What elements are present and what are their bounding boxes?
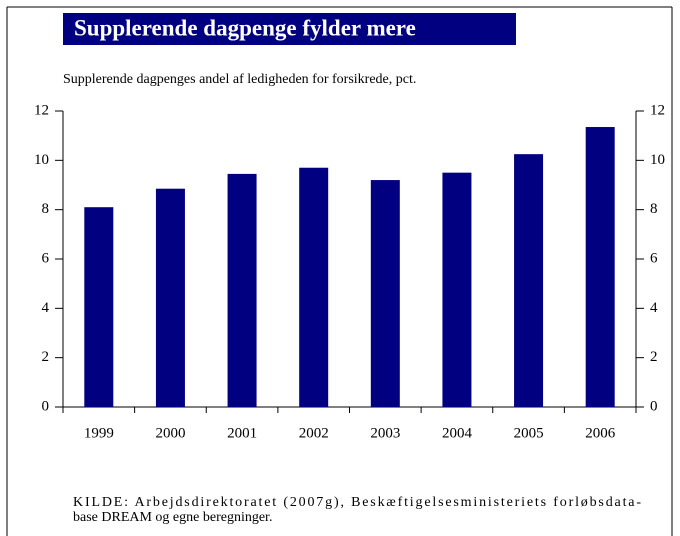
x-tick-label: 2002	[299, 425, 329, 441]
x-tick-label: 2000	[155, 425, 185, 441]
source: base DREAM og egne beregninger.	[73, 510, 272, 525]
chart-title: Supplerende dagpenge fylder mere	[74, 15, 416, 40]
y-tick-label: 8	[42, 201, 50, 217]
bar	[585, 127, 615, 408]
bar	[155, 188, 185, 407]
y-tick-label: 12	[34, 102, 49, 118]
bar	[227, 173, 257, 407]
source: KILDE: Arbejdsdirektoratet (2007g), Besk…	[73, 495, 641, 510]
title-box	[63, 13, 516, 45]
subtitle: Supplerende dagpenges andel af ledighede…	[63, 72, 416, 87]
x-tick-label: 2006	[585, 425, 616, 441]
y-tick-label: 4	[42, 300, 50, 316]
bar	[442, 172, 472, 407]
bar	[84, 207, 114, 407]
x-tick-label: 2004	[442, 425, 473, 441]
y2-tick-label: 8	[650, 201, 658, 217]
bar	[299, 167, 329, 407]
y2-tick-label: 6	[650, 250, 658, 266]
y2-tick-label: 10	[650, 152, 665, 168]
y2-tick-label: 12	[650, 102, 665, 118]
x-tick-label: 1999	[84, 425, 114, 441]
y-tick-label: 2	[42, 349, 50, 365]
bar	[514, 154, 544, 407]
y2-tick-label: 4	[650, 300, 658, 316]
y-tick-label: 6	[42, 250, 50, 266]
x-tick-label: 2003	[370, 425, 400, 441]
y-tick-label: 10	[34, 152, 49, 168]
y-tick-label: 0	[42, 398, 50, 414]
y2-tick-label: 2	[650, 349, 658, 365]
y2-tick-label: 0	[650, 398, 658, 414]
x-tick-label: 2005	[514, 425, 544, 441]
bar	[370, 180, 400, 407]
x-tick-label: 2001	[227, 425, 257, 441]
